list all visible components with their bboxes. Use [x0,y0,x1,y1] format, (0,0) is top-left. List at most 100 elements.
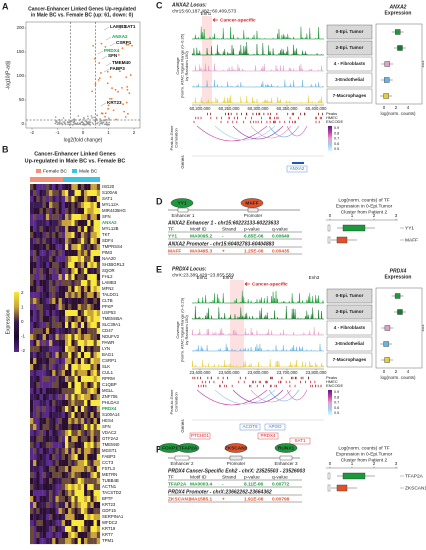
heatmap-cell [93,388,97,395]
point [105,121,108,123]
heatmap-cell [39,310,43,317]
peak-label: Peaks [326,111,337,116]
heatmap-cell [58,280,62,287]
heatmap-cell [49,394,53,401]
x-tick-label: 0 [82,130,85,135]
heatmap-cell [96,532,101,539]
heatmap-cell [96,244,101,251]
heatmap-cell [55,328,59,335]
heatmap-cell [74,388,78,395]
heatmap-cell [45,502,50,509]
heatmap-cell [42,316,47,323]
heatmap-cell [65,508,69,515]
heatmap-cell [58,262,62,269]
label: by Random 150) [184,315,189,345]
heatmap-cell [45,322,50,329]
heatmap-cell [65,256,69,263]
heatmap-cell [52,508,56,515]
heatmap-cell [52,202,56,209]
point [81,120,83,123]
peak [270,116,271,120]
heatmap-cell [65,400,69,407]
label: 1 [351,213,354,218]
heatmap-cell [33,538,37,545]
track-label-box [326,24,373,40]
heatmap-cell [90,484,94,491]
heatmap-cell [49,526,53,533]
heatmap-cell [80,232,85,239]
gene-label: SAT1 [102,196,113,201]
heatmap-cell [93,334,97,341]
track-label-box [326,72,373,88]
heatmap-cell [30,304,34,311]
point [71,124,74,126]
heatmap-cell [87,478,91,485]
heatmap-cell [84,382,88,389]
heatmap-cell [42,220,47,227]
heatmap-cell [87,226,91,233]
heatmap-cell [61,274,66,281]
heatmap-cell [80,208,85,215]
label: **** [420,324,425,331]
heatmap-cell [93,310,97,317]
gene-label: KRT19 [102,526,116,531]
heatmap-cell [36,190,40,197]
peak [255,120,257,124]
label: chrX:23,389,429−23,855,559 [172,272,234,278]
heatmap-cell [45,208,50,215]
y-tick-label: 200 [16,25,24,30]
heatmap-cell [68,484,72,491]
heatmap-cell [68,298,72,305]
x-tick-label: -2 [30,130,34,135]
point [93,116,95,119]
label: **** [420,60,425,67]
heatmap-cell [49,364,53,371]
heatmap-cell [77,316,82,323]
peak [236,120,238,124]
table-cell: - [222,234,224,239]
heatmap-cell [45,478,50,485]
heatmap-cell [61,220,66,227]
label: Expression [5,309,11,334]
label: chr15:60,187,482−60,409,573 [172,8,236,14]
heatmap-cell [90,376,94,383]
heatmap-cell [74,292,78,299]
heatmap-cell [42,448,47,455]
heatmap-cell [68,232,72,239]
heatmap-cell [39,184,43,191]
heatmap-cell [90,208,94,215]
heatmap-cell [61,298,66,305]
label: -log10(P-adj) [5,60,11,89]
heatmap-cell [77,496,82,503]
peak [298,116,299,120]
label: Coverage [175,57,180,75]
heatmap-cell [96,214,101,221]
heatmap-cell [58,334,62,341]
heatmap-cell [39,538,43,545]
gene-label: PRDX4 [102,406,117,411]
leader [105,62,112,67]
heatmap-cell [90,412,94,419]
peak [222,380,223,384]
heatmap-cell [39,292,43,299]
label: Cluster from Patient 2 [341,457,388,463]
heatmap-cell [52,250,56,257]
point [117,90,119,93]
heatmap-cell [77,478,82,485]
peak [201,380,203,384]
heatmap-cell [74,472,78,479]
gene-label: ANXA2 [102,220,117,225]
heatmap-cell [74,424,78,431]
heatmap-cell [33,490,37,497]
heatmap-cell [87,208,91,215]
label: Correlation [174,128,179,148]
heatmap-cell [55,214,59,221]
heatmap-cell [39,316,43,323]
link [250,125,292,139]
heatmap-cell [30,256,34,263]
heatmap-cell [68,208,72,215]
peak [259,112,261,116]
point [100,119,102,122]
peak [225,112,226,116]
peak [289,384,291,388]
